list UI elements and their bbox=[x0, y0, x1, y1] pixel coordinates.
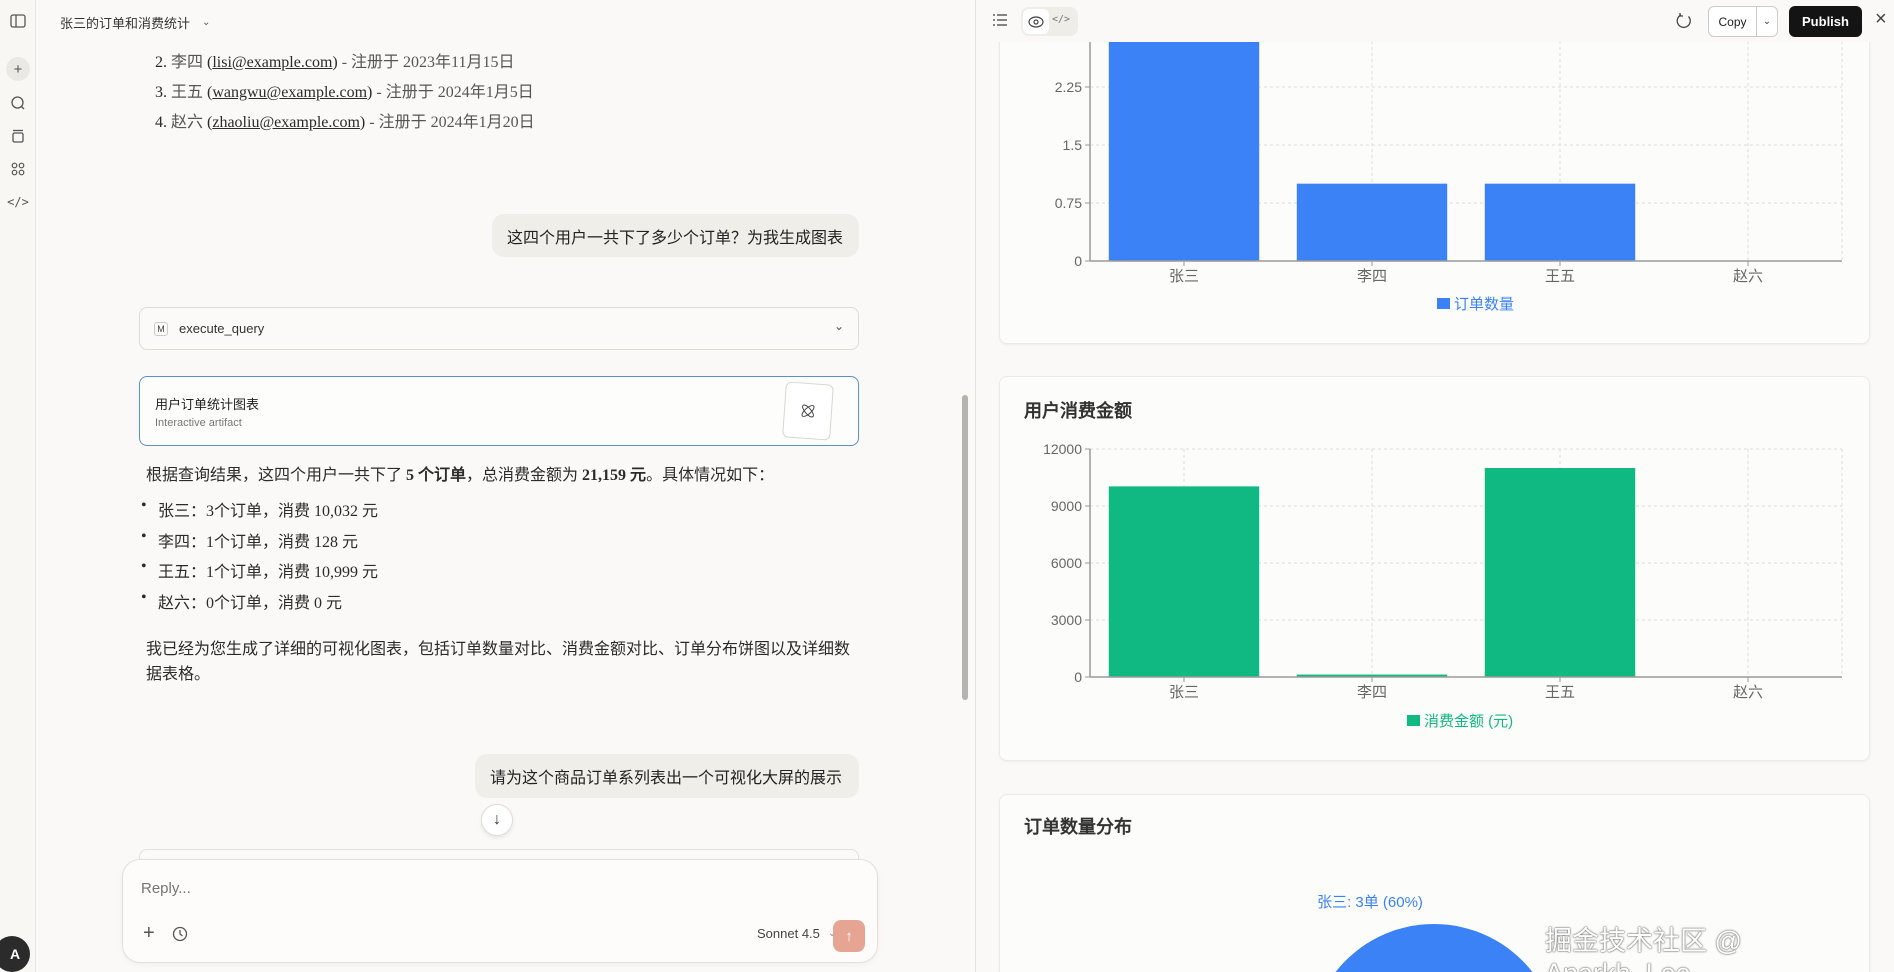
sidebar-toggle-icon[interactable] bbox=[6, 9, 30, 33]
copy-button-group: Copy ⌄ bbox=[1708, 6, 1778, 37]
artifact-thumbnail bbox=[782, 381, 834, 441]
artifact-title: 用户订单统计图表 bbox=[155, 397, 260, 412]
tool-name: execute_query bbox=[179, 321, 265, 336]
code-view-icon[interactable]: </> bbox=[1052, 14, 1071, 25]
legend-swatch bbox=[1407, 715, 1420, 726]
atom-icon bbox=[801, 404, 815, 418]
chats-icon[interactable] bbox=[6, 91, 30, 115]
email-link[interactable]: zhaoliu@example.com bbox=[212, 114, 360, 131]
bullet-item: 李四：1个订单，消费 128 元 bbox=[141, 528, 358, 552]
y-tick-label: 6000 bbox=[1051, 555, 1082, 571]
message-text: 这四个用户一共下了多少个订单？为我生成图表 bbox=[507, 229, 844, 247]
x-tick-label: 张三 bbox=[1169, 268, 1199, 285]
view-toggle: </> bbox=[1021, 7, 1078, 36]
artifacts-icon[interactable] bbox=[6, 157, 30, 181]
conversation-title-text: 张三的订单和消费统计 bbox=[60, 16, 191, 31]
bar-李四 bbox=[1296, 674, 1448, 677]
chart-card-orders: 0 0.75 1.5 2.25 张三 李四 王五 赵六订单数量 bbox=[999, 0, 1870, 344]
model-name: Sonnet 4.5 bbox=[757, 926, 820, 941]
send-button[interactable]: ↑ bbox=[833, 920, 865, 952]
reply-input[interactable] bbox=[141, 880, 741, 897]
user-message: 请为这个商品订单系列表出一个可视化大屏的展示 bbox=[475, 754, 859, 798]
history-icon[interactable] bbox=[172, 926, 188, 947]
y-tick-label: 9000 bbox=[1051, 498, 1082, 514]
legend-label: 消费金额 (元) bbox=[1424, 713, 1513, 730]
x-tick-label: 赵六 bbox=[1733, 268, 1763, 285]
artifact-header: </> Copy ⌄ Publish × bbox=[976, 0, 1894, 42]
y-tick-label: 0 bbox=[1074, 253, 1082, 269]
artifact-subtitle: Interactive artifact bbox=[155, 417, 242, 429]
email-link[interactable]: wangwu@example.com bbox=[212, 84, 368, 101]
y-tick-label: 1.5 bbox=[1063, 137, 1083, 153]
refresh-icon[interactable] bbox=[1675, 12, 1693, 35]
bar-李四 bbox=[1296, 183, 1448, 261]
user-message: 这四个用户一共下了多少个订单？为我生成图表 bbox=[492, 214, 859, 257]
tool-badge: M bbox=[154, 322, 168, 336]
code-icon[interactable]: </> bbox=[7, 195, 29, 209]
bullet-item: 张三：3个订单，消费 10,032 元 bbox=[141, 497, 378, 521]
user-list-item: 4. 赵六 (zhaoliu@example.com) - 注册于 2024年1… bbox=[155, 114, 535, 131]
chat-panel: 张三的订单和消费统计 ⌄ 2. 李四 (lisi@example.com) - … bbox=[36, 0, 975, 972]
legend-swatch bbox=[1437, 298, 1450, 309]
model-selector[interactable]: Sonnet 4.5 ⌄ bbox=[757, 926, 836, 941]
x-tick-label: 李四 bbox=[1357, 684, 1387, 701]
user-list-item: 3. 王五 (wangwu@example.com) - 注册于 2024年1月… bbox=[155, 84, 534, 101]
summary-paragraph: 根据查询结果，这四个用户一共下了 5 个订单，总消费金额为 21,159 元。具… bbox=[146, 467, 775, 484]
chart-card-spending: 用户消费金额 0 3000 6000 9000 12000 张三 李四 王五 赵六消费金额 (元… bbox=[999, 376, 1870, 761]
composer: + Sonnet 4.5 ⌄ ↑ bbox=[122, 859, 878, 963]
chevron-down-icon: ⌄ bbox=[828, 928, 836, 939]
chevron-down-icon: ⌄ bbox=[202, 17, 211, 28]
tool-call-execute-query[interactable]: M execute_query ⌄ bbox=[139, 307, 859, 350]
scroll-down-button[interactable]: ↓ bbox=[481, 804, 513, 836]
pie-label: 张三: 3单 (60%) bbox=[1317, 894, 1423, 911]
x-tick-label: 王五 bbox=[1545, 684, 1575, 701]
x-tick-label: 王五 bbox=[1545, 268, 1575, 285]
conversation-title[interactable]: 张三的订单和消费统计 ⌄ bbox=[60, 13, 210, 32]
orders-pie-chart: 张三: 3单 (60%) bbox=[1317, 894, 1533, 972]
avatar[interactable]: A bbox=[0, 936, 30, 972]
email-link[interactable]: lisi@example.com bbox=[212, 54, 333, 71]
bar-王五 bbox=[1484, 468, 1636, 677]
add-attachment-button[interactable]: + bbox=[143, 922, 155, 944]
y-tick-label: 0.75 bbox=[1055, 195, 1082, 211]
preview-eye-icon[interactable] bbox=[1023, 9, 1049, 34]
x-tick-label: 李四 bbox=[1357, 268, 1387, 285]
user-list-item: 2. 李四 (lisi@example.com) - 注册于 2023年11月1… bbox=[155, 54, 515, 71]
artifact-panel: </> Copy ⌄ Publish × 0 0.75 1.5 2.25 张三 李四 王五赵… bbox=[975, 0, 1894, 972]
chart-title: 订单数量分布 bbox=[1024, 817, 1132, 837]
left-rail: + </> A bbox=[0, 0, 36, 972]
bar-王五 bbox=[1484, 183, 1636, 261]
chart-card-distribution: 订单数量分布 张三: 3单 (60%) bbox=[999, 794, 1870, 972]
arrow-up-icon: ↑ bbox=[845, 927, 853, 945]
y-tick-label: 12000 bbox=[1043, 441, 1082, 457]
x-tick-label: 赵六 bbox=[1733, 684, 1763, 701]
closing-paragraph: 我已经为您生成了详细的可视化图表，包括订单数量对比、消费金额对比、订单分布饼图以… bbox=[146, 641, 851, 683]
close-icon[interactable]: × bbox=[1875, 8, 1887, 30]
chart-title: 用户消费金额 bbox=[1024, 401, 1132, 421]
list-icon[interactable] bbox=[992, 13, 1008, 32]
new-chat-icon[interactable]: + bbox=[6, 57, 30, 81]
watermark: 掘金技术社区 @ Anarkh_Lee bbox=[1545, 926, 1742, 972]
message-text: 请为这个商品订单系列表出一个可视化大屏的展示 bbox=[490, 770, 843, 787]
x-tick-label: 张三 bbox=[1169, 684, 1199, 701]
copy-button[interactable]: Copy bbox=[1709, 7, 1757, 36]
bullet-item: 赵六：0个订单，消费 0 元 bbox=[141, 589, 342, 613]
pie-slice-张三 bbox=[1335, 924, 1533, 972]
bar-张三 bbox=[1108, 29, 1260, 261]
artifact-card[interactable]: 用户订单统计图表 Interactive artifact bbox=[139, 376, 859, 446]
y-tick-label: 2.25 bbox=[1055, 79, 1082, 95]
y-tick-label: 3000 bbox=[1051, 612, 1082, 628]
projects-icon[interactable] bbox=[6, 124, 30, 148]
publish-button[interactable]: Publish bbox=[1789, 6, 1862, 37]
bullet-item: 王五：1个订单，消费 10,999 元 bbox=[141, 558, 378, 582]
copy-options-chevron-icon[interactable]: ⌄ bbox=[1762, 16, 1772, 27]
bar-张三 bbox=[1108, 486, 1260, 677]
legend-label: 订单数量 bbox=[1454, 296, 1514, 313]
chevron-down-icon: ⌄ bbox=[833, 319, 844, 333]
y-tick-label: 0 bbox=[1074, 669, 1082, 685]
arrow-down-icon: ↓ bbox=[493, 811, 501, 828]
chat-scrollbar[interactable] bbox=[962, 395, 968, 700]
